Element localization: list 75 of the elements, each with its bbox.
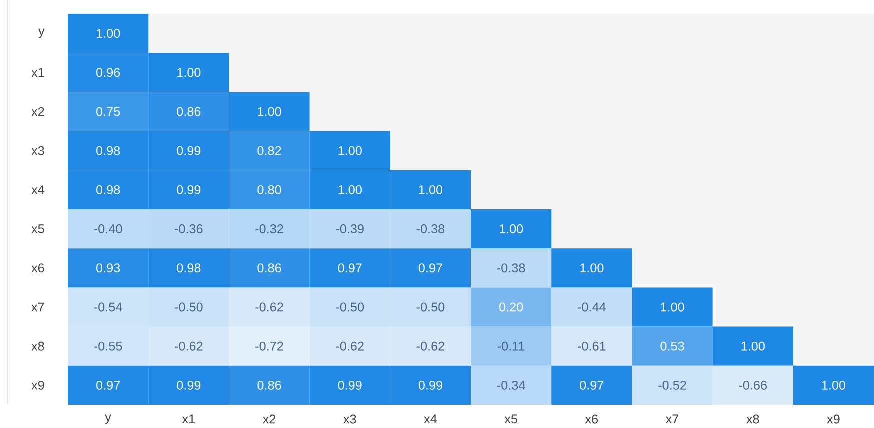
- data-label: 0.99: [177, 380, 201, 390]
- data-label: 1.00: [661, 302, 684, 312]
- data-label: 0.86: [177, 107, 201, 116]
- data-label: -0.52: [658, 380, 686, 390]
- x-tick-label: x8: [746, 414, 760, 424]
- data-label: 0.82: [258, 146, 282, 156]
- x-tick-label: x2: [262, 414, 276, 424]
- data-label: 1.00: [742, 342, 765, 351]
- y-tick-label: x8: [32, 342, 44, 351]
- data-label: -0.61: [578, 342, 606, 351]
- data-label: 0.75: [96, 107, 120, 116]
- data-label: -0.38: [497, 264, 526, 273]
- y-tick-label: x7: [32, 302, 44, 312]
- data-label: 0.97: [96, 380, 120, 390]
- data-label: 1.00: [580, 264, 604, 273]
- data-label: 0.99: [418, 380, 442, 390]
- data-label: 0.80: [258, 185, 282, 194]
- data-label: 0.98: [96, 185, 120, 194]
- data-label: -0.62: [175, 342, 203, 351]
- x-tick-label: x5: [504, 414, 518, 424]
- y-tick-label: x6: [32, 264, 44, 273]
- data-label: 1.00: [822, 380, 846, 390]
- data-label: -0.44: [578, 302, 606, 312]
- data-label: 0.97: [338, 264, 362, 273]
- y-tick-label: x9: [32, 380, 44, 390]
- data-label: -0.55: [94, 342, 122, 351]
- data-label: 0.97: [418, 264, 442, 273]
- data-label: -0.34: [497, 380, 526, 390]
- data-label: 0.99: [338, 380, 362, 390]
- data-label: 0.98: [177, 264, 201, 273]
- data-label: -0.72: [256, 342, 284, 351]
- data-label: 1.00: [500, 224, 524, 234]
- data-label: -0.39: [336, 224, 364, 234]
- data-label: 0.98: [96, 146, 120, 156]
- x-tick-label: x9: [827, 414, 840, 424]
- data-label: 1.00: [178, 68, 201, 78]
- data-label: 0.53: [660, 342, 684, 351]
- data-label: -0.62: [416, 342, 445, 351]
- data-label: 1.00: [96, 29, 120, 38]
- data-label: -0.50: [416, 302, 445, 312]
- data-label: 1.00: [258, 107, 282, 116]
- data-label: -0.50: [336, 302, 364, 312]
- data-label: -0.66: [739, 380, 767, 390]
- y-tick-label: x1: [32, 68, 44, 78]
- x-tick-label: y: [105, 414, 112, 424]
- x-tick-label: x3: [344, 414, 356, 424]
- data-label: -0.40: [94, 224, 122, 234]
- y-tick-label: x3: [32, 146, 44, 156]
- data-label: 0.99: [177, 185, 201, 194]
- data-label: 0.93: [96, 264, 120, 273]
- data-label: -0.38: [416, 224, 445, 234]
- data-label: -0.62: [336, 342, 364, 351]
- data-label: -0.50: [175, 302, 203, 312]
- data-label: 0.20: [499, 302, 524, 312]
- data-label: -0.54: [94, 302, 122, 312]
- x-tick-label: x7: [666, 414, 679, 424]
- data-label: 1.00: [338, 146, 362, 156]
- y-tick-label: x2: [32, 107, 44, 116]
- data-label: 0.97: [580, 380, 604, 390]
- x-tick-label: x1: [182, 414, 195, 424]
- x-tick-label: x6: [585, 414, 598, 424]
- data-label: -0.36: [175, 224, 203, 234]
- data-label: 1.00: [419, 185, 443, 194]
- data-label: -0.11: [498, 342, 525, 351]
- y-tick-label: y: [38, 28, 45, 38]
- data-label: -0.62: [256, 302, 284, 312]
- data-label: 0.86: [258, 380, 282, 390]
- y-tick-label: x4: [32, 186, 44, 194]
- data-label: 0.96: [96, 68, 120, 78]
- x-tick-label: x4: [424, 414, 438, 424]
- data-label: -0.32: [256, 224, 284, 234]
- y-tick-label: x5: [32, 224, 44, 234]
- data-label: 1.00: [338, 185, 362, 194]
- data-label: 0.86: [258, 264, 282, 273]
- data-label: 0.99: [177, 146, 201, 156]
